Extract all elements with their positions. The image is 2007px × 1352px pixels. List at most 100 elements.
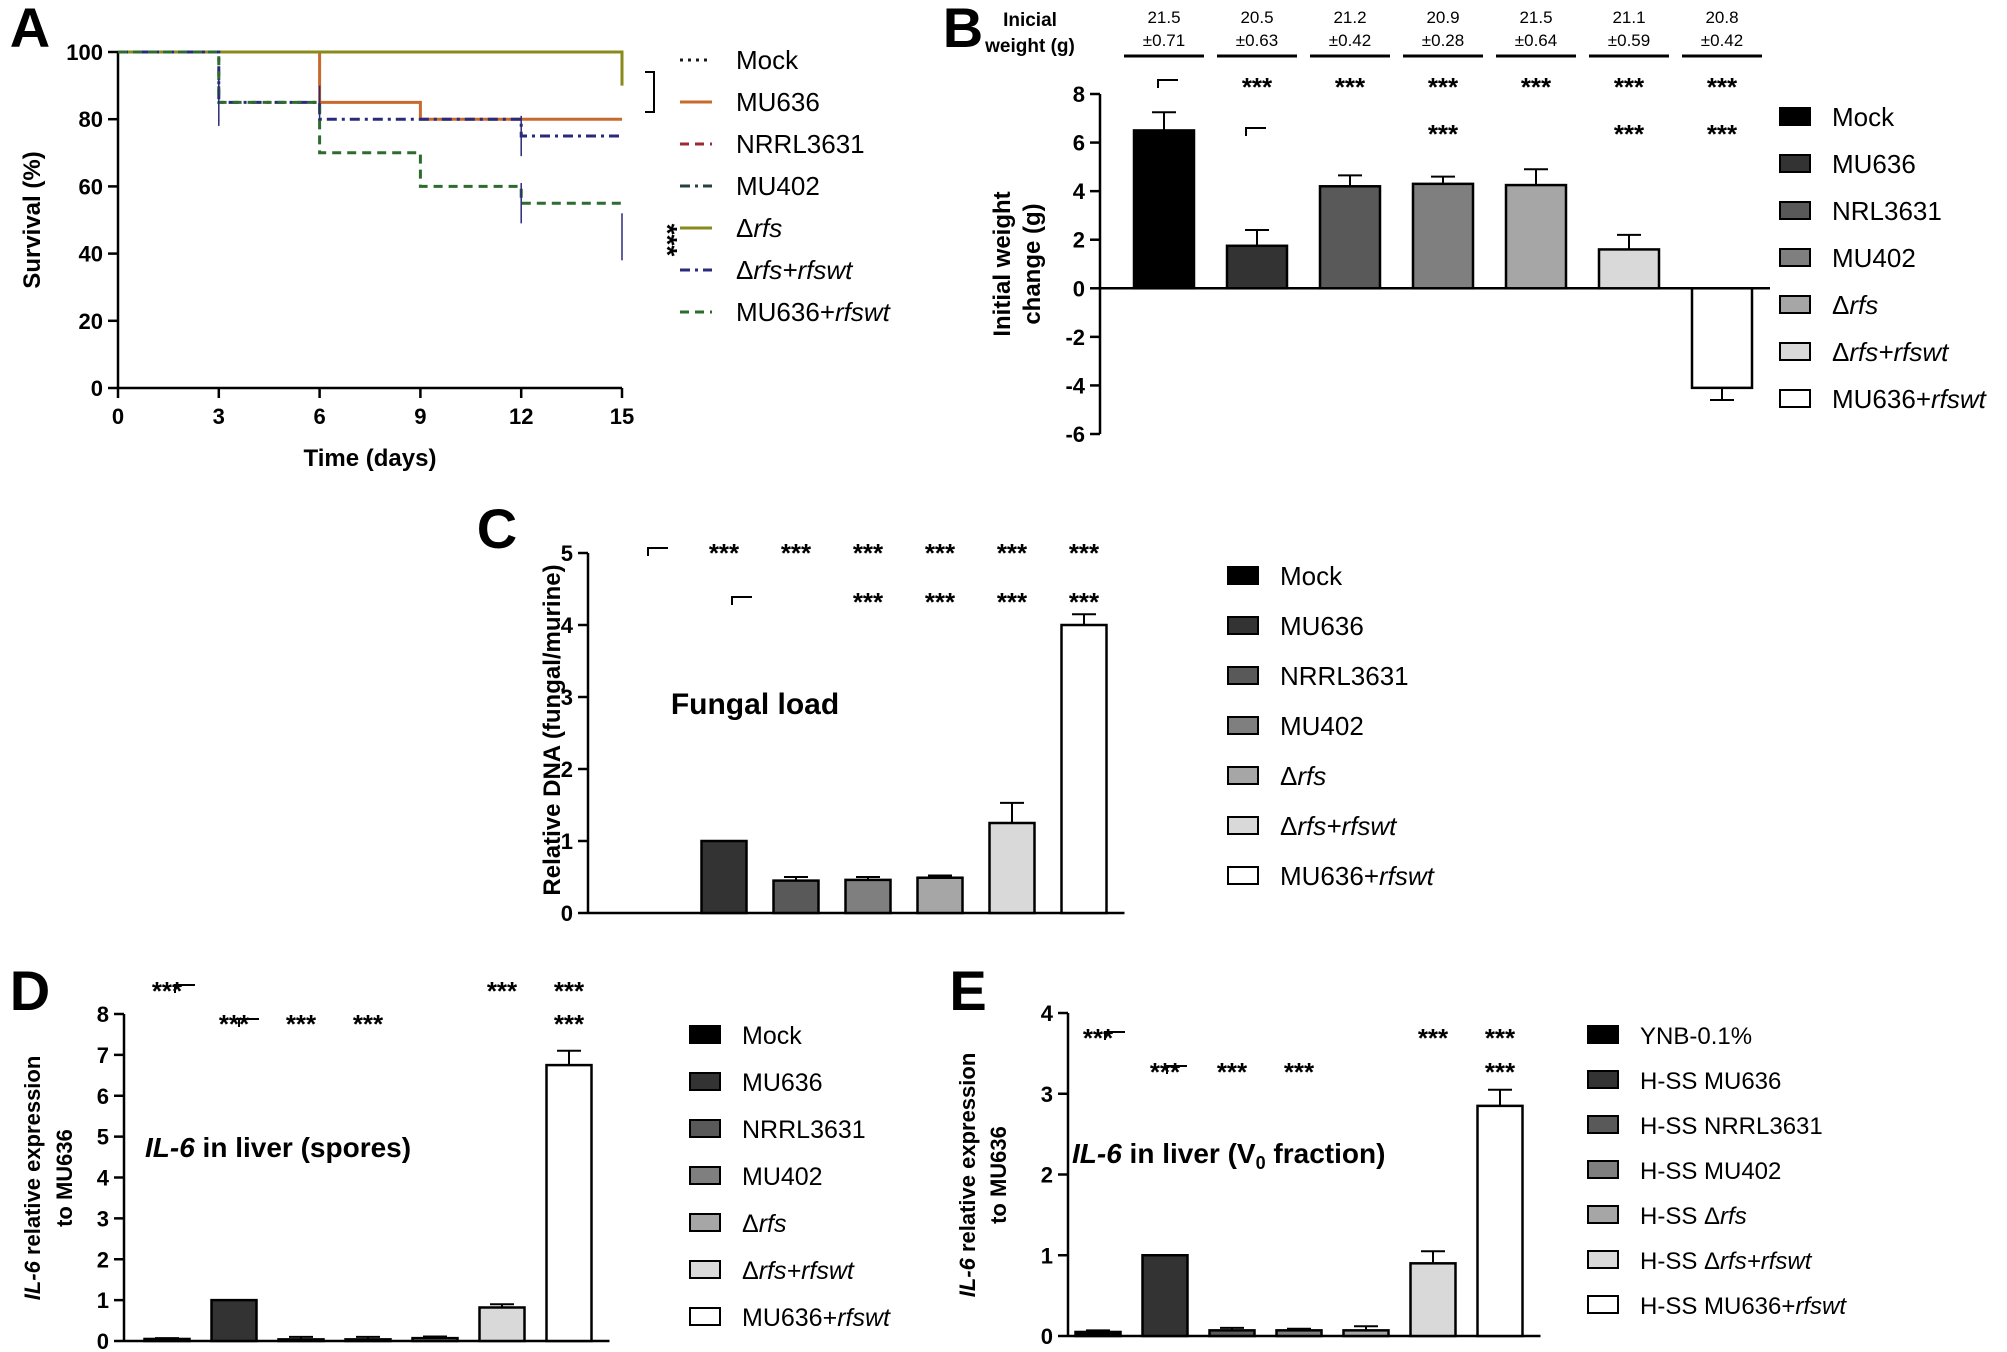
legend-label-text: Δ bbox=[1280, 761, 1297, 791]
bar-3 bbox=[1411, 182, 1475, 290]
y-tick-label: 4 bbox=[97, 1166, 110, 1191]
y-tick-label: 40 bbox=[79, 242, 103, 267]
legend-label: MU402 bbox=[1280, 711, 1364, 741]
sig-stars: *** bbox=[925, 538, 956, 568]
y-tick-label: 3 bbox=[1041, 1082, 1053, 1107]
sig-stars: *** bbox=[1521, 72, 1552, 102]
legend-label: Mock bbox=[1280, 561, 1343, 591]
legend-label-text: MU402 bbox=[736, 171, 820, 201]
legend-label-text: Mock bbox=[742, 1022, 802, 1050]
bar-6 bbox=[1476, 1104, 1524, 1338]
legend-label: Δrfs bbox=[736, 213, 782, 243]
legend-swatch bbox=[1587, 1295, 1619, 1314]
legend-label-text: MU402 bbox=[1280, 711, 1364, 741]
bar-4 bbox=[916, 876, 964, 915]
legend-label-italic: rfs bbox=[1849, 290, 1878, 320]
y-tick-label: 1 bbox=[561, 829, 573, 854]
legend-swatch bbox=[1587, 1160, 1619, 1179]
sig-stars: *** bbox=[353, 1009, 384, 1039]
series-line-1 bbox=[118, 50, 622, 121]
legend-label-italic: rfs+rfswt bbox=[1720, 1248, 1813, 1275]
legend-swatch bbox=[1227, 566, 1259, 585]
y-axis-label-line2: to MU636 bbox=[986, 1126, 1011, 1224]
sig-stars: *** bbox=[997, 538, 1028, 568]
legend-label-italic: rfs bbox=[1720, 1203, 1747, 1230]
y-axis-label-line2: to MU636 bbox=[52, 1129, 77, 1227]
y-tick-label: 0 bbox=[561, 901, 573, 926]
legend-label-text: MU636 bbox=[742, 1069, 823, 1097]
legend-swatch bbox=[1779, 295, 1811, 314]
reference-bracket bbox=[1166, 1065, 1187, 1074]
legend-swatch bbox=[1227, 766, 1259, 785]
sig-stars: *** bbox=[1242, 72, 1273, 102]
inset-title-italic: IL-6 bbox=[1072, 1138, 1122, 1169]
series-line-5 bbox=[118, 50, 622, 138]
legend-label: NRRL3631 bbox=[1280, 661, 1409, 691]
y-tick-label: 1 bbox=[97, 1288, 109, 1313]
panel-c: 0 1 2 3 4 5 *** *** *** *** *** *** *** *** *** *** Mock… bbox=[539, 538, 1436, 926]
initial-weight-mean: 21.5 bbox=[1147, 8, 1180, 27]
x-tick-label: 9 bbox=[414, 404, 426, 429]
initial-weight-sd: ±0.59 bbox=[1608, 31, 1650, 50]
bar-1 bbox=[1225, 244, 1289, 290]
legend-label-text: H-SS MU636+ bbox=[1640, 1293, 1795, 1320]
reference-bracket bbox=[174, 984, 195, 993]
legend-label: NRRL3631 bbox=[742, 1116, 866, 1144]
x-tick-label: 15 bbox=[610, 404, 634, 429]
y-tick-label: 4 bbox=[1073, 179, 1086, 204]
y-tick-label: 2 bbox=[1073, 228, 1085, 253]
legend-label-text: Δ bbox=[1832, 290, 1849, 320]
legend-label-text: NRL3631 bbox=[1832, 196, 1942, 226]
legend-label: NRL3631 bbox=[1832, 196, 1942, 226]
legend-swatch bbox=[1227, 866, 1259, 885]
legend-label: YNB-0.1% bbox=[1640, 1023, 1752, 1050]
y-tick-label: 0 bbox=[1073, 276, 1085, 301]
legend-label-text: H-SS MU636 bbox=[1640, 1068, 1781, 1095]
legend-label-text: NRRL3631 bbox=[736, 129, 865, 159]
legend-label-text: Δ bbox=[736, 255, 753, 285]
sig-stars: *** bbox=[1428, 119, 1459, 149]
y-axis-label: Relative DNA (fungal/murine) bbox=[539, 564, 566, 895]
bar-0 bbox=[1132, 129, 1196, 290]
legend-label: H-SS MU636 bbox=[1640, 1068, 1781, 1095]
initial-weight-mean: 20.9 bbox=[1426, 8, 1459, 27]
legend-label-italic: rfs+rfswt bbox=[753, 255, 854, 285]
y-tick-label: 6 bbox=[1073, 131, 1085, 156]
y-tick-label: 6 bbox=[97, 1084, 109, 1109]
legend-label: MU636+rfswt bbox=[736, 297, 892, 327]
initial-weight-sd: ±0.64 bbox=[1515, 31, 1557, 50]
legend-label: MU402 bbox=[1832, 243, 1916, 273]
y-tick-label: 3 bbox=[561, 685, 573, 710]
reference-bracket bbox=[1245, 127, 1266, 136]
sig-stars: *** bbox=[1707, 119, 1738, 149]
legend-label: H-SS MU636+rfswt bbox=[1640, 1293, 1847, 1320]
legend-label-text: Δ bbox=[1832, 337, 1849, 367]
sig-stars: *** bbox=[554, 1009, 585, 1039]
initial-weight-sd: ±0.71 bbox=[1143, 31, 1185, 50]
initial-weight-sd: ±0.63 bbox=[1236, 31, 1278, 50]
reference-bracket bbox=[1157, 79, 1178, 88]
y-axis-label-line1: IL-6 relative expression bbox=[955, 1053, 980, 1298]
legend-swatch bbox=[689, 1119, 721, 1138]
bar-5 bbox=[1409, 1262, 1457, 1338]
x-tick-label: 12 bbox=[509, 404, 533, 429]
y-tick-label: 5 bbox=[97, 1125, 109, 1150]
legend-label-text: MU636+ bbox=[742, 1304, 837, 1332]
y-tick-label: 1 bbox=[1041, 1243, 1053, 1268]
legend-label-text: MU636 bbox=[736, 87, 820, 117]
bar-1 bbox=[210, 1298, 258, 1343]
bar-5 bbox=[1597, 248, 1661, 290]
significance-bracket bbox=[645, 71, 655, 113]
inset-title-text: in liver (V bbox=[1122, 1138, 1256, 1169]
bar-2 bbox=[1208, 1329, 1256, 1338]
sig-stars: *** bbox=[853, 587, 884, 617]
legend-label-text: MU636+ bbox=[736, 297, 835, 327]
legend-swatch bbox=[1587, 1115, 1619, 1134]
bar-3 bbox=[1275, 1329, 1323, 1338]
legend-swatch bbox=[1779, 389, 1811, 408]
y-tick-label: -4 bbox=[1065, 373, 1085, 398]
legend-label: Mock bbox=[742, 1022, 802, 1050]
legend-label-text: MU636 bbox=[1832, 149, 1916, 179]
bar-2 bbox=[1318, 185, 1382, 290]
